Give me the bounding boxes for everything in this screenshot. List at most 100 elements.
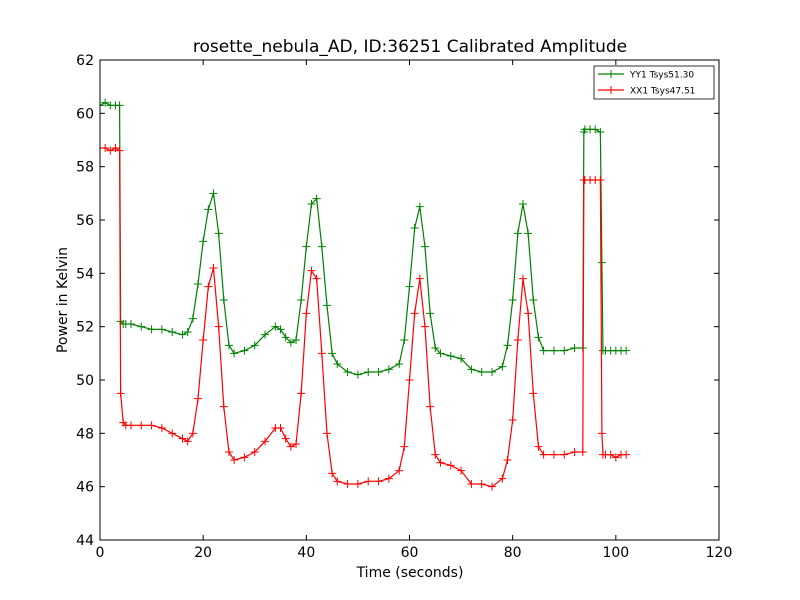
- data-point: [333, 477, 342, 486]
- data-point: [178, 330, 187, 339]
- data-point: [560, 346, 569, 355]
- y-tick-label: 50: [76, 373, 94, 389]
- data-point: [157, 325, 166, 334]
- data-point: [168, 328, 177, 336]
- data-point: [539, 450, 548, 459]
- x-tick-label: 0: [96, 545, 105, 561]
- data-point: [250, 341, 259, 350]
- data-point: [281, 333, 290, 342]
- data-point: [230, 349, 239, 358]
- data-point: [322, 429, 331, 438]
- data-point: [307, 266, 316, 275]
- data-point: [276, 325, 285, 334]
- data-point: [570, 344, 579, 352]
- data-point: [488, 482, 497, 491]
- data-point: [137, 421, 146, 430]
- data-point: [513, 229, 522, 238]
- data-point: [539, 346, 548, 355]
- data-point: [518, 274, 527, 283]
- legend-items: YY1 Tsys51.30 XX1 Tsys47.51: [598, 70, 695, 97]
- data-point: [549, 450, 558, 459]
- data-point: [281, 434, 290, 443]
- data-point: [446, 352, 455, 360]
- data-point: [446, 461, 455, 470]
- data-point: [518, 200, 527, 208]
- data-point: [395, 360, 404, 368]
- data-point: [524, 309, 533, 318]
- data-point: [570, 448, 579, 456]
- data-point: [529, 296, 538, 304]
- data-point: [488, 368, 497, 376]
- data-point: [467, 480, 476, 488]
- data-point: [597, 258, 606, 267]
- data-point: [384, 365, 393, 374]
- data-point: [333, 360, 342, 368]
- legend-marker: [607, 70, 615, 78]
- data-point: [115, 101, 124, 110]
- data-point: [194, 394, 203, 403]
- data-point: [467, 365, 476, 374]
- data-point: [503, 456, 512, 464]
- x-axis-label: Time (seconds): [356, 565, 464, 581]
- data-point: [560, 450, 569, 459]
- data-point: [420, 322, 429, 331]
- data-point: [183, 328, 192, 336]
- data-point: [250, 448, 259, 456]
- data-point: [503, 341, 512, 350]
- plot-frame: [99, 59, 720, 541]
- data-point: [230, 456, 239, 464]
- data-point: [400, 336, 409, 344]
- data-point: [410, 224, 419, 232]
- series-0: [100, 98, 631, 379]
- data-point: [400, 442, 409, 451]
- x-tick-label: 120: [706, 545, 733, 561]
- data-point: [364, 368, 373, 376]
- data-point: [395, 466, 404, 475]
- data-point: [622, 450, 631, 459]
- data-point: [261, 330, 270, 339]
- data-point: [606, 450, 615, 459]
- legend-label: XX1 Tsys47.51: [630, 87, 695, 97]
- data-point: [126, 320, 135, 328]
- data-point: [286, 338, 295, 347]
- data-point: [147, 421, 156, 430]
- data-point: [116, 389, 125, 398]
- data-point: [199, 336, 208, 344]
- y-tick-label: 44: [76, 533, 94, 549]
- data-point: [426, 309, 435, 318]
- data-point: [126, 421, 135, 430]
- data-point: [524, 229, 533, 238]
- data-point: [353, 370, 362, 379]
- data-point: [498, 362, 507, 371]
- y-tick-label: 62: [76, 53, 94, 69]
- data-point: [508, 416, 517, 424]
- data-point: [431, 344, 440, 352]
- data-point: [194, 280, 203, 288]
- series-line: [100, 101, 627, 376]
- data-point: [364, 477, 373, 486]
- series-line: [100, 147, 627, 488]
- data-point: [457, 466, 466, 475]
- data-point: [137, 322, 146, 331]
- data-point: [292, 336, 301, 344]
- data-point: [188, 429, 197, 438]
- data-point: [312, 274, 321, 283]
- data-point: [297, 389, 306, 398]
- y-tick-label: 54: [76, 266, 94, 282]
- data-point: [276, 424, 285, 432]
- data-point: [596, 128, 605, 136]
- x-tick-label: 100: [602, 545, 629, 561]
- data-point: [374, 477, 383, 486]
- data-point: [157, 424, 166, 432]
- data-point: [302, 242, 311, 251]
- ticks-layer: 0 20 40 60 80 100 120 44 46 48 50 52 54 56 58 60 62: [76, 53, 732, 561]
- data-point: [101, 98, 110, 107]
- data-point: [415, 274, 424, 283]
- data-point: [214, 322, 223, 331]
- data-point: [224, 341, 233, 350]
- data-point: [508, 296, 517, 304]
- x-tick-label: 20: [194, 545, 212, 561]
- data-point: [219, 402, 228, 411]
- data-point: [312, 194, 321, 203]
- data-point: [106, 146, 115, 155]
